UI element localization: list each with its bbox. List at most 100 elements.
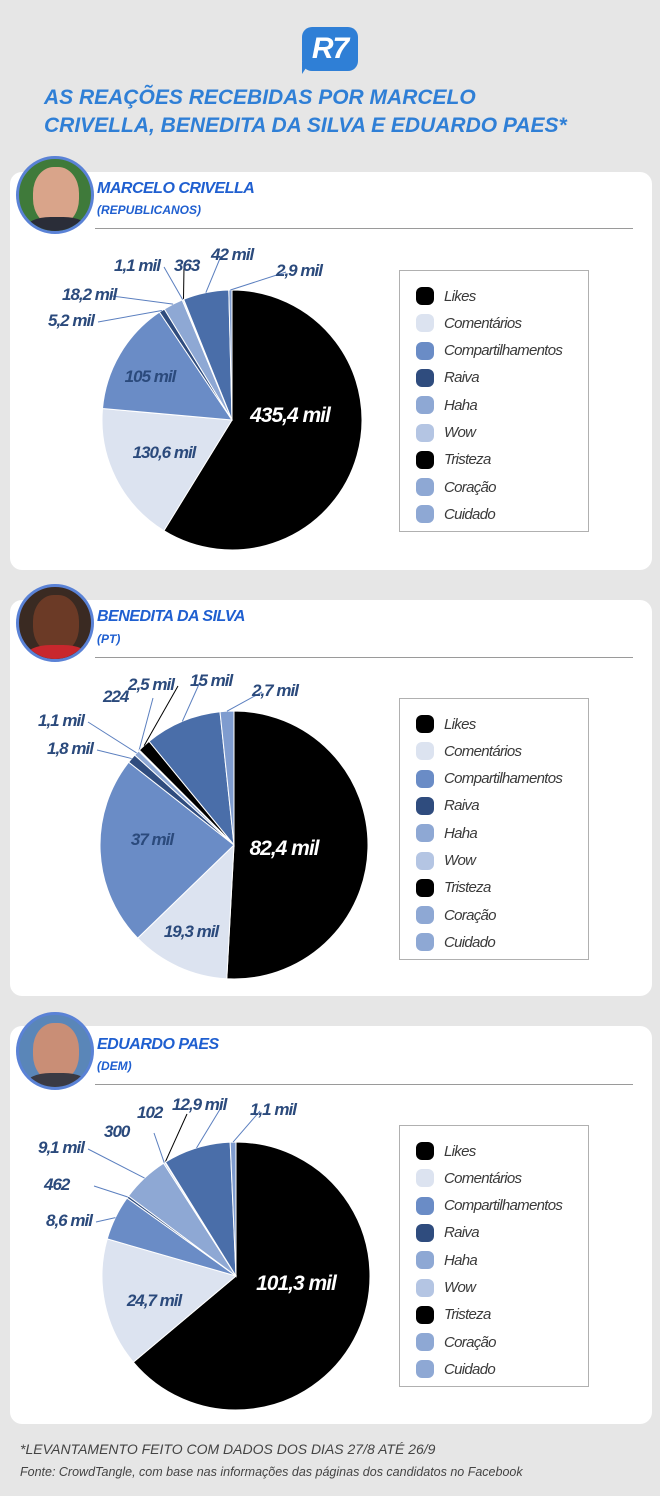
pie-chart-crivella: 435,4 mil 130,6 mil 105 mil 5,2 mil 18,2 mil… <box>48 245 363 551</box>
logo-text: R7 <box>311 32 349 65</box>
legend-paes: Likes Comentários Compartilhamentos Raiva Ha… <box>399 1125 589 1387</box>
avatar-benedita <box>16 584 94 662</box>
avatar-paes <box>16 1012 94 1090</box>
leader-line <box>181 681 201 722</box>
candidate-party: (REPUBLICANOS) <box>97 203 201 217</box>
legend-swatch-icon <box>416 715 434 733</box>
legend-item: Cuidado <box>416 1359 496 1379</box>
legend-item: Compartilhamentos <box>416 769 563 789</box>
legend-swatch-icon <box>416 1305 434 1324</box>
leader-line <box>96 749 132 760</box>
pie-slice-compartilhamentos <box>99 761 235 939</box>
pie-label: 363 <box>174 256 201 275</box>
leader-line <box>232 1110 261 1143</box>
leader-line <box>97 310 162 323</box>
legend-item: Tristeza <box>416 1305 491 1325</box>
leader-line <box>164 1113 188 1163</box>
legend-swatch-icon <box>416 314 434 333</box>
legend-item: Likes <box>416 286 476 306</box>
legend-item: Comentários <box>416 1168 522 1188</box>
legend-swatch-icon <box>416 796 434 815</box>
legend-swatch-icon <box>416 1169 434 1188</box>
pie-label: 2,9 mil <box>275 261 324 280</box>
legend-swatch-icon <box>416 1251 434 1270</box>
legend-swatch-icon <box>416 742 434 761</box>
leader-line <box>95 1217 116 1223</box>
divider <box>95 657 633 658</box>
legend-swatch-icon <box>416 396 434 415</box>
legend-swatch-icon <box>416 341 434 360</box>
pie-label: 1,8 mil <box>47 739 95 758</box>
legend-swatch-icon <box>416 1360 434 1379</box>
pie-label: 1,1 mil <box>38 711 86 730</box>
pie-slice-compartilhamentos <box>101 311 233 421</box>
divider <box>95 228 633 229</box>
pie-slice-coração <box>148 711 235 847</box>
pie-slice-cuidado <box>219 710 235 846</box>
legend-label: Wow <box>444 1279 476 1296</box>
legend-label: Cuidado <box>444 1360 496 1378</box>
leader-line <box>153 1132 165 1163</box>
pie-slice-comentários <box>136 843 235 980</box>
legend-label: Likes <box>444 287 476 305</box>
pie-label: 19,3 mil <box>164 922 221 941</box>
legend-item: Haha <box>416 1250 478 1270</box>
pie-label: 105 mil <box>125 367 178 386</box>
legend-swatch-icon <box>416 287 434 305</box>
legend-swatch-icon <box>416 1278 434 1297</box>
leader-line <box>143 685 179 746</box>
divider <box>95 1084 633 1085</box>
leader-line <box>87 1148 145 1179</box>
legend-item: Compartilhamentos <box>416 1196 563 1216</box>
pie-label: 130,6 mil <box>133 443 198 462</box>
legend-label: Raiva <box>444 1224 480 1242</box>
pie-label: 224 <box>102 687 130 706</box>
leader-line <box>93 1185 128 1198</box>
legend-swatch-icon <box>416 478 434 497</box>
legend-swatch-icon <box>416 933 434 952</box>
legend-swatch-icon <box>416 1333 434 1352</box>
pie-label: 5,2 mil <box>48 311 96 330</box>
candidate-name: MARCELO CRIVELLA <box>97 180 255 197</box>
leader-line <box>163 266 184 300</box>
legend-label: Compartilhamentos <box>444 342 563 360</box>
pie-label: 24,7 mil <box>126 1291 184 1310</box>
legend-label: Comentários <box>444 742 522 760</box>
legend-swatch-icon <box>416 824 434 843</box>
legend-label: Haha <box>444 1251 478 1269</box>
leader-line <box>87 721 137 754</box>
candidate-name: EDUARDO PAES <box>97 1036 219 1053</box>
footnote: *LEVANTAMENTO FEITO COM DADOS DOS DIAS 2… <box>20 1441 436 1457</box>
leader-line <box>182 266 185 300</box>
leader-line <box>230 271 287 291</box>
pie-label: 9,1 mil <box>38 1138 86 1157</box>
legend-item: Raiva <box>416 1223 480 1243</box>
legend-swatch-icon <box>416 1196 434 1215</box>
pie-label: 2,5 mil <box>127 675 176 694</box>
legend-label: Cuidado <box>444 933 496 951</box>
legend-swatch-icon <box>416 769 434 788</box>
legend-item: Wow <box>416 423 476 443</box>
pie-label: 1,1 mil <box>114 256 162 275</box>
legend-crivella: Likes Comentários Compartilhamentos Raiva Ha… <box>399 270 589 532</box>
pie-slice-comentários <box>101 1238 238 1363</box>
legend-label: Cuidado <box>444 505 496 523</box>
legend-item: Raiva <box>416 796 480 816</box>
leader-line <box>196 1105 223 1149</box>
legend-item: Cuidado <box>416 504 496 524</box>
legend-item: Wow <box>416 1278 476 1298</box>
candidate-party: (DEM) <box>97 1059 132 1073</box>
legend-label: Coração <box>444 906 496 924</box>
legend-item: Comentários <box>416 741 522 761</box>
legend-item: Compartilhamentos <box>416 341 563 361</box>
legend-swatch-icon <box>416 368 434 387</box>
legend-item: Coração <box>416 477 496 497</box>
legend-label: Compartilhamentos <box>444 1197 563 1215</box>
pie-label: 1,1 mil <box>250 1100 298 1119</box>
legend-label: Comentários <box>444 314 522 332</box>
legend-item: Tristeza <box>416 878 491 898</box>
pie-label: 462 <box>43 1175 71 1194</box>
legend-label: Tristeza <box>444 451 491 469</box>
legend-label: Likes <box>444 1142 476 1160</box>
